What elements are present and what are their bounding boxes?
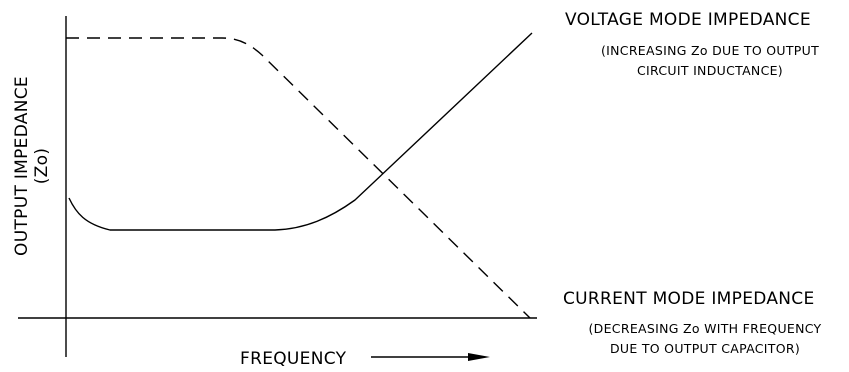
voltage-mode-note-line2: CIRCUIT INDUCTANCE) (637, 63, 783, 78)
y-axis-label: OUTPUT IMPEDANCE (12, 76, 32, 256)
y-axis-label-group: OUTPUT IMPEDANCE (Zo) (12, 76, 52, 256)
current-mode-title: CURRENT MODE IMPEDANCE (563, 289, 815, 309)
current-mode-curve (66, 37, 531, 319)
current-mode-note-line2: DUE TO OUTPUT CAPACITOR) (610, 341, 800, 356)
x-axis-label: FREQUENCY (240, 349, 347, 369)
voltage-mode-note-line1: (INCREASING Zo DUE TO OUTPUT (601, 43, 819, 58)
y-axis-label-symbol: (Zo) (32, 148, 52, 185)
frequency-arrow-head (468, 353, 490, 361)
voltage-mode-title: VOLTAGE MODE IMPEDANCE (565, 10, 811, 30)
voltage-mode-curve (68, 32, 533, 231)
current-mode-note-line1: (DECREASING Zo WITH FREQUENCY (589, 321, 822, 336)
